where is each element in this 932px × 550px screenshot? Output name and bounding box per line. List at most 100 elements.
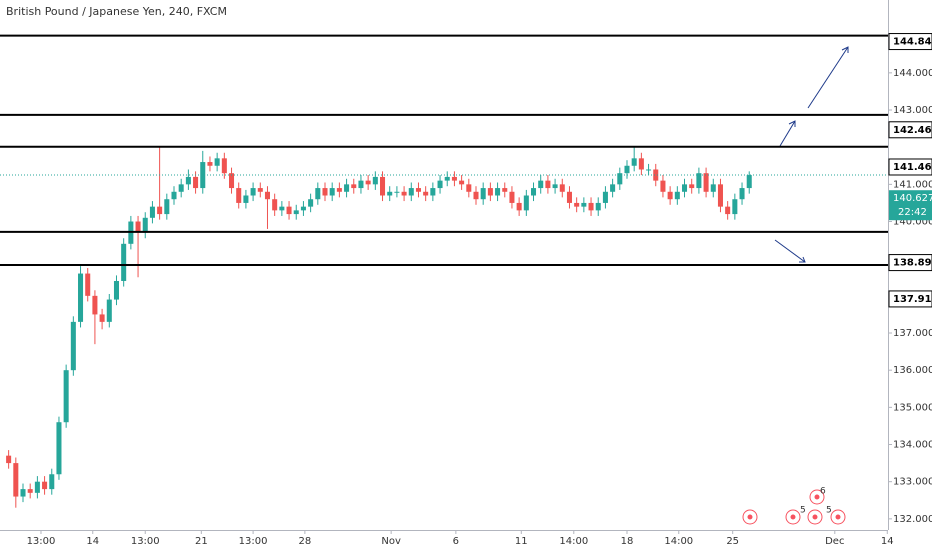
candle-body xyxy=(437,180,443,189)
x-tick-label: 13:00 xyxy=(27,536,56,547)
candle-body xyxy=(466,184,472,192)
candle-body xyxy=(732,199,738,215)
candle-body xyxy=(451,176,457,181)
candle-body xyxy=(581,202,587,207)
candle-body xyxy=(602,191,608,203)
candle-body xyxy=(495,188,501,196)
y-tick-label: 132.000 xyxy=(893,514,932,525)
event-icons xyxy=(742,489,846,525)
candle-body xyxy=(588,202,594,211)
event-dot xyxy=(812,514,818,520)
candle-body xyxy=(610,184,616,192)
candle-body xyxy=(49,474,55,490)
candle-body xyxy=(135,221,141,233)
candle-body xyxy=(329,188,335,196)
candle-body xyxy=(681,184,688,192)
candle-body xyxy=(286,206,292,215)
candle-body xyxy=(523,195,529,211)
candle-body xyxy=(243,195,249,203)
price-tag-box xyxy=(888,33,932,51)
countdown-label: 22:42 xyxy=(898,207,927,218)
candle-body xyxy=(250,188,256,196)
x-tick-label: 6 xyxy=(453,536,459,547)
candle-body xyxy=(638,158,644,170)
candle-body xyxy=(106,299,112,322)
drawn-arrows xyxy=(774,46,849,263)
candle-body xyxy=(300,206,306,211)
candle-body xyxy=(725,206,731,215)
candle-body xyxy=(193,176,199,189)
arrow xyxy=(774,239,806,263)
candle-body xyxy=(171,191,177,200)
event-count: 5 xyxy=(826,506,832,516)
arrow-head xyxy=(788,120,796,127)
candle-body xyxy=(113,280,119,300)
candle-body xyxy=(221,158,227,174)
candle-body xyxy=(423,191,429,196)
price-tag-label: 142.468 xyxy=(893,125,932,136)
candle-body xyxy=(574,202,580,207)
x-tick-label: 14 xyxy=(86,536,99,547)
candle-body xyxy=(674,191,680,200)
candle-body xyxy=(509,191,515,203)
event-count: 5 xyxy=(800,506,806,516)
candle-body xyxy=(272,199,278,211)
candle-body xyxy=(27,489,33,493)
x-tick-label: 13:00 xyxy=(131,536,160,547)
candle-body xyxy=(214,158,220,166)
price-tag-box xyxy=(888,121,932,139)
candle-body xyxy=(142,217,148,233)
candle-body xyxy=(279,206,285,211)
candle-body xyxy=(121,243,127,281)
candle-body xyxy=(164,199,170,215)
last-price-box xyxy=(889,190,932,221)
candle-body xyxy=(351,184,357,189)
candle-body xyxy=(459,180,465,185)
chart-title: British Pound / Japanese Yen, 240, FXCM xyxy=(6,5,227,18)
event-icon xyxy=(785,509,801,525)
x-tick-label: 21 xyxy=(195,536,208,547)
y-tick-label: 134.000 xyxy=(893,440,932,451)
candle-body xyxy=(717,184,723,207)
candle-body xyxy=(487,188,493,196)
arrow xyxy=(807,46,849,109)
candle-body xyxy=(646,169,652,171)
event-icon xyxy=(742,509,758,525)
price-tag-label: 141.467 xyxy=(893,162,932,173)
x-tick-label: 13:00 xyxy=(239,536,268,547)
candle-body xyxy=(365,180,371,185)
arrow-head xyxy=(841,46,849,53)
price-tag-label: 144.842 xyxy=(893,37,932,48)
candle-body xyxy=(559,184,565,192)
candle-body xyxy=(99,314,105,322)
candle-body xyxy=(264,191,270,200)
event-dot xyxy=(790,514,796,520)
candle-body xyxy=(344,184,350,192)
event-icon xyxy=(807,509,823,525)
candle-body xyxy=(552,184,558,189)
candle-body xyxy=(502,188,508,192)
candle-body xyxy=(667,191,673,200)
event-dot xyxy=(747,514,753,520)
x-tick-label: 25 xyxy=(726,536,739,547)
candle-body xyxy=(703,173,709,192)
candle-body xyxy=(531,188,537,196)
candle-body xyxy=(78,273,84,322)
candle-body xyxy=(6,455,12,464)
candle-body xyxy=(380,176,386,196)
arrow xyxy=(779,120,796,147)
candle-body xyxy=(149,206,155,218)
arrow-head xyxy=(799,256,806,263)
x-tick-label: 18 xyxy=(621,536,634,547)
candle-body xyxy=(595,202,601,211)
x-tick-label: Nov xyxy=(381,536,401,547)
candle-body xyxy=(624,165,630,174)
price-tag-box xyxy=(888,290,932,308)
candle-body xyxy=(538,180,544,189)
x-tick-label: 11 xyxy=(515,536,528,547)
candle-body xyxy=(13,463,19,497)
candle-body xyxy=(185,176,191,185)
candle-body xyxy=(415,188,421,192)
